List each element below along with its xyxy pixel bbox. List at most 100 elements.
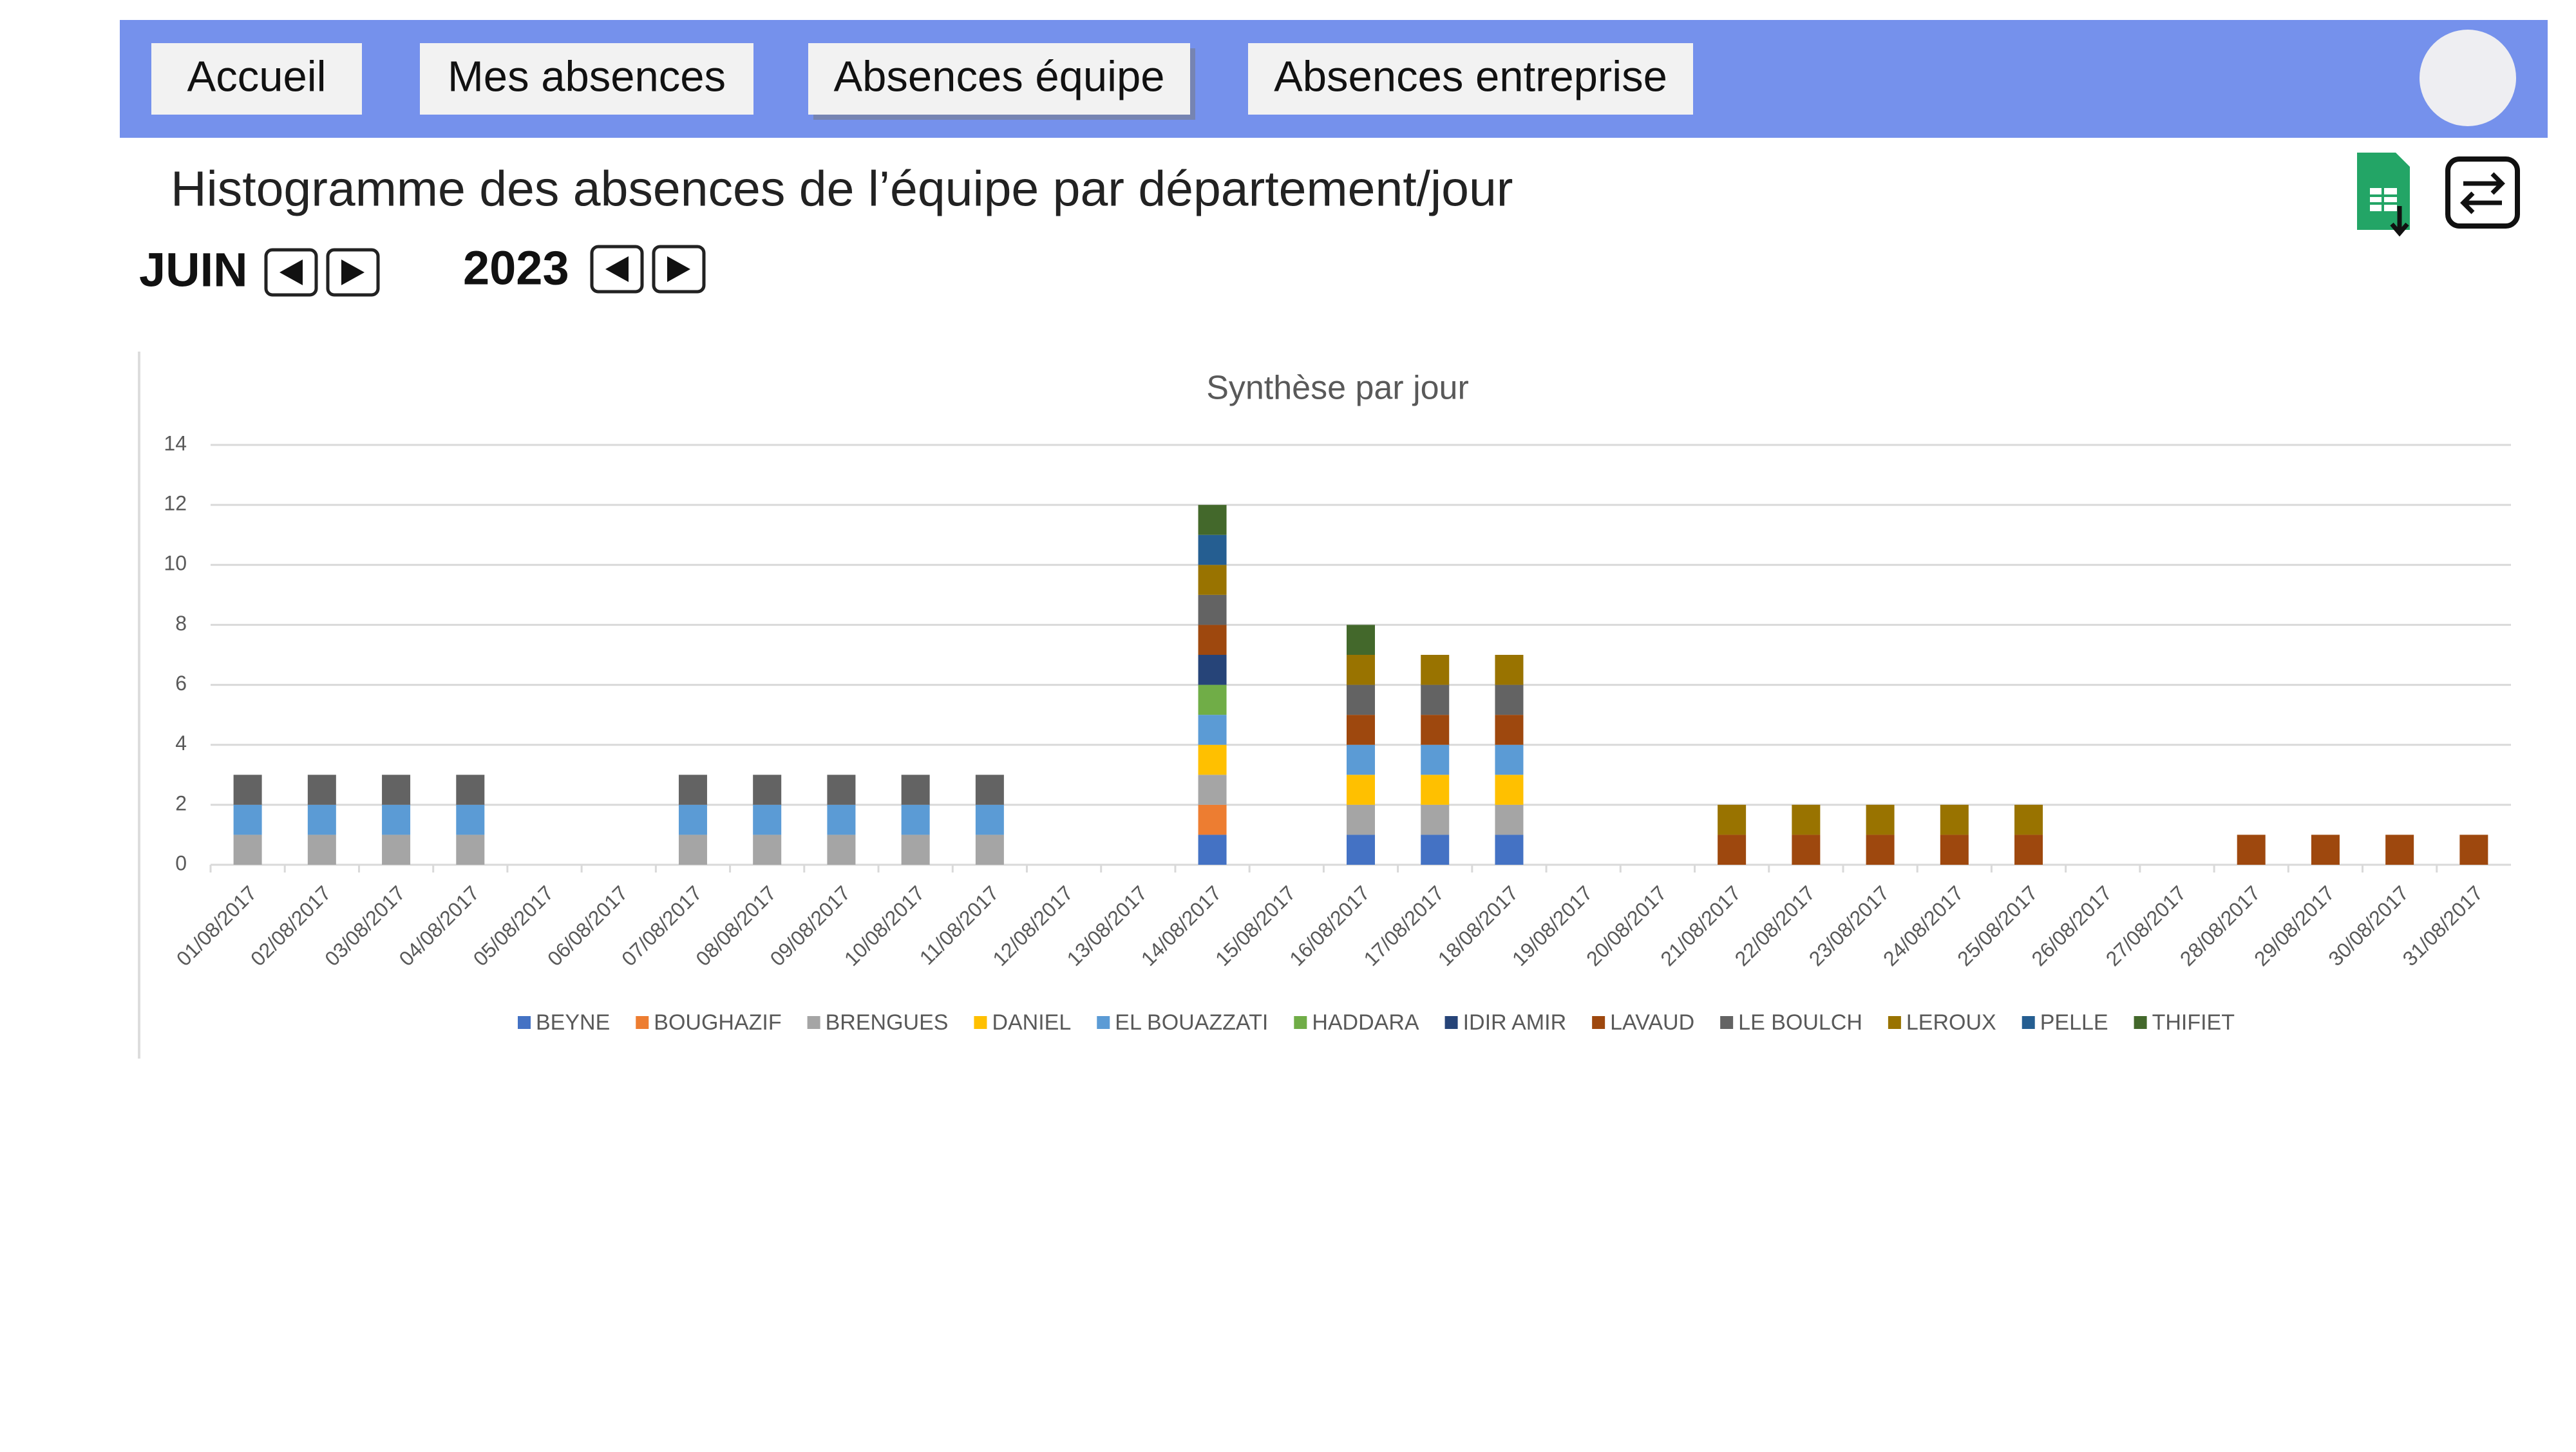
legend-label: LAVAUD bbox=[1610, 1010, 1694, 1035]
export-sheet[interactable] bbox=[2357, 153, 2410, 237]
x-tick-label: 08/08/2017 bbox=[691, 881, 781, 970]
bar-segment bbox=[1347, 625, 1375, 655]
legend-label: EL BOUAZZATI bbox=[1115, 1010, 1268, 1035]
bar-segment bbox=[827, 775, 856, 805]
switch-view[interactable] bbox=[2445, 156, 2520, 229]
nav-label[interactable]: Mes absences bbox=[448, 53, 726, 101]
bar-segment bbox=[1347, 744, 1375, 775]
bar-segment bbox=[307, 804, 336, 835]
legend-swatch bbox=[2022, 1016, 2035, 1029]
y-tick-label: 12 bbox=[164, 492, 187, 515]
month: JUIN bbox=[139, 243, 248, 297]
bar-segment bbox=[2311, 834, 2340, 865]
x-tick-label: 19/08/2017 bbox=[1508, 881, 1597, 970]
month-next[interactable] bbox=[326, 248, 380, 297]
x-tick-label: 29/08/2017 bbox=[2249, 881, 2339, 970]
bar-segment bbox=[975, 834, 1004, 865]
x-tick-label: 09/08/2017 bbox=[766, 881, 855, 970]
bar-segment bbox=[2459, 834, 2488, 865]
year-next[interactable] bbox=[652, 245, 706, 294]
bar-segment bbox=[1198, 534, 1227, 565]
bar-segment bbox=[975, 804, 1004, 835]
bar-segment bbox=[678, 804, 707, 835]
bar-segment bbox=[1198, 804, 1227, 835]
legend-label: BRENGUES bbox=[826, 1010, 949, 1035]
bar-segment bbox=[1198, 775, 1227, 805]
bar-segment bbox=[1421, 775, 1450, 805]
bar-segment bbox=[1792, 804, 1821, 835]
legend-swatch bbox=[1720, 1016, 1734, 1029]
month-prev[interactable] bbox=[264, 248, 318, 297]
x-tick-label: 02/08/2017 bbox=[246, 881, 336, 970]
bar-segment bbox=[456, 834, 485, 865]
bar-segment bbox=[1198, 744, 1227, 775]
bar-segment bbox=[901, 775, 930, 805]
x-tick-label: 04/08/2017 bbox=[395, 881, 484, 970]
avatar[interactable] bbox=[2420, 30, 2516, 126]
legend-swatch bbox=[1097, 1016, 1110, 1029]
bar-segment bbox=[1421, 744, 1450, 775]
bar-segment bbox=[233, 834, 262, 865]
x-tick-label: 15/08/2017 bbox=[1211, 881, 1300, 970]
bar-segment bbox=[827, 804, 856, 835]
bar-segment bbox=[1347, 775, 1375, 805]
bar-segment bbox=[2237, 834, 2266, 865]
x-tick-label: 01/08/2017 bbox=[172, 881, 261, 970]
nav-group: Accueil Mes absences Absences équipe Absenc… bbox=[151, 43, 1693, 120]
x-tick-label: 31/08/2017 bbox=[2398, 881, 2488, 970]
bar-segment bbox=[1718, 834, 1747, 865]
bar-segment bbox=[1198, 594, 1227, 625]
x-tick-label: 12/08/2017 bbox=[988, 881, 1077, 970]
bar-segment bbox=[1495, 655, 1524, 685]
bar-segment bbox=[1495, 804, 1524, 835]
bar-segment bbox=[753, 834, 782, 865]
bar-segment bbox=[827, 834, 856, 865]
nav-label[interactable]: Accueil bbox=[187, 53, 327, 101]
nav-label[interactable]: Absences équipe bbox=[833, 53, 1164, 101]
year-prev[interactable] bbox=[590, 245, 644, 294]
bar-segment bbox=[1347, 834, 1375, 865]
nav-button[interactable] bbox=[1248, 43, 1693, 115]
bar-segment bbox=[382, 804, 411, 835]
bar-segment bbox=[2014, 804, 2043, 835]
x-tick-label: 13/08/2017 bbox=[1063, 881, 1152, 970]
x-tick-label: 20/08/2017 bbox=[1582, 881, 1671, 970]
x-tick-label: 05/08/2017 bbox=[469, 881, 558, 970]
legend-swatch bbox=[636, 1016, 649, 1029]
chart: 0 2 4 6 8 10 12 14 01/08/201702/08/201703/08/201… bbox=[164, 431, 2511, 1035]
nav-button[interactable] bbox=[151, 43, 362, 115]
bar-segment bbox=[753, 775, 782, 805]
y-tick-label: 0 bbox=[175, 851, 187, 874]
y-tick-label: 14 bbox=[164, 431, 187, 455]
y-tick-label: 8 bbox=[175, 612, 187, 635]
legend-label: LE BOULCH bbox=[1738, 1010, 1862, 1035]
y-tick-label: 6 bbox=[175, 672, 187, 695]
bar-segment bbox=[1347, 804, 1375, 835]
nav-button[interactable] bbox=[808, 43, 1190, 115]
bar-segment bbox=[1198, 715, 1227, 745]
legend-swatch bbox=[807, 1016, 820, 1029]
nav-button[interactable] bbox=[420, 43, 753, 115]
x-tick-label: 28/08/2017 bbox=[2175, 881, 2265, 970]
nav-label[interactable]: Absences entreprise bbox=[1274, 53, 1667, 101]
bar-segment bbox=[1347, 655, 1375, 685]
bar-segment bbox=[678, 834, 707, 865]
legend-label: THIFIET bbox=[2152, 1010, 2235, 1035]
x-tick-label: 16/08/2017 bbox=[1285, 881, 1374, 970]
y-tick-label: 10 bbox=[164, 552, 187, 575]
x-tick-label: 06/08/2017 bbox=[543, 881, 632, 970]
bar-segment bbox=[1347, 684, 1375, 715]
legend-label: BEYNE bbox=[536, 1010, 610, 1035]
bar-segment bbox=[1421, 834, 1450, 865]
year: 2023 bbox=[463, 241, 569, 295]
bar-segment bbox=[1866, 834, 1895, 865]
x-tick-label: 03/08/2017 bbox=[320, 881, 410, 970]
bar-segment bbox=[678, 775, 707, 805]
bar-segment bbox=[2014, 834, 2043, 865]
legend-swatch bbox=[518, 1016, 531, 1029]
x-tick-label: 18/08/2017 bbox=[1434, 881, 1523, 970]
legend-label: DANIEL bbox=[992, 1010, 1071, 1035]
x-tick-label: 24/08/2017 bbox=[1879, 881, 1968, 970]
x-tick-label: 14/08/2017 bbox=[1137, 881, 1226, 970]
